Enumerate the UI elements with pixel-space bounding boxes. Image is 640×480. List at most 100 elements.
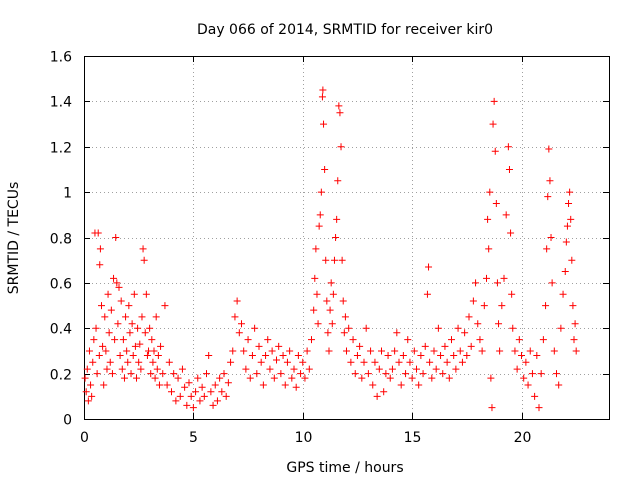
data-point [152, 313, 160, 321]
data-point [544, 193, 552, 201]
data-point [213, 397, 221, 405]
x-tick-label: 5 [189, 430, 198, 446]
data-point [356, 342, 364, 350]
data-point [404, 336, 412, 344]
data-point [443, 358, 451, 366]
data-point [524, 381, 532, 389]
data-point [335, 102, 343, 110]
data-point [240, 347, 248, 355]
data-point [419, 370, 427, 378]
data-point [111, 336, 119, 344]
data-point [480, 302, 488, 310]
data-point [382, 370, 390, 378]
data-point [299, 358, 307, 366]
data-point [406, 358, 414, 366]
data-point [483, 274, 490, 282]
data-point [336, 109, 344, 117]
data-point [147, 370, 155, 378]
data-point [96, 245, 104, 253]
data-point [432, 365, 440, 373]
data-point [456, 347, 464, 355]
data-point [87, 381, 95, 389]
data-point [110, 274, 118, 282]
data-point [507, 229, 515, 237]
data-point [508, 290, 516, 298]
data-point [122, 313, 130, 321]
data-point [496, 347, 504, 355]
data-point [137, 365, 145, 373]
data-point [358, 374, 366, 382]
data-point [185, 379, 193, 387]
data-point [308, 336, 315, 344]
x-tick-label: 15 [404, 430, 422, 446]
data-point [196, 397, 204, 405]
data-point [545, 145, 553, 153]
data-point [130, 290, 138, 298]
data-point [423, 290, 431, 298]
data-point [465, 313, 473, 321]
data-point [141, 329, 149, 337]
data-point [509, 324, 517, 332]
data-point [378, 347, 385, 355]
data-point [323, 297, 331, 305]
data-point [155, 381, 163, 389]
data-point [194, 374, 202, 382]
data-point [238, 320, 245, 328]
plot-frame [84, 56, 610, 420]
data-point [492, 199, 500, 207]
data-point [227, 358, 235, 366]
data-point [313, 290, 321, 298]
data-point [458, 358, 466, 366]
data-point [535, 404, 543, 412]
data-point [161, 302, 169, 310]
data-point [135, 358, 143, 366]
data-point [367, 347, 375, 355]
data-point [174, 374, 182, 382]
data-point [340, 329, 348, 337]
data-point [487, 374, 495, 382]
x-tick-label: 0 [80, 430, 89, 446]
data-point [82, 388, 90, 396]
data-point [172, 397, 180, 405]
data-point [283, 358, 291, 366]
data-point [353, 351, 361, 359]
y-tick-label: 0.8 [50, 232, 72, 248]
data-point [136, 340, 144, 348]
data-point [181, 383, 189, 391]
data-point [448, 336, 455, 344]
data-point [542, 302, 550, 310]
data-point [511, 347, 519, 355]
data-point [200, 392, 208, 400]
data-point [502, 211, 510, 219]
data-point [324, 329, 332, 337]
data-point [84, 397, 92, 405]
data-point [375, 365, 383, 373]
data-points [81, 86, 580, 412]
data-point [513, 365, 521, 373]
data-point [395, 358, 403, 366]
data-point [562, 238, 570, 246]
data-point [118, 365, 126, 373]
data-point [292, 383, 300, 391]
data-point [119, 336, 127, 344]
data-point [474, 320, 482, 328]
data-point [99, 342, 107, 350]
data-point [113, 279, 121, 287]
data-point [441, 342, 449, 350]
data-point [294, 351, 302, 359]
data-point [288, 374, 296, 382]
data-point [528, 370, 536, 378]
data-point [380, 388, 388, 396]
data-point [450, 351, 458, 359]
data-point [116, 351, 124, 359]
data-point [275, 342, 283, 350]
data-point [95, 351, 103, 359]
data-point [310, 306, 318, 314]
data-point [386, 374, 394, 382]
data-point [332, 234, 340, 241]
data-point [102, 347, 110, 355]
data-point [328, 320, 336, 328]
data-point [222, 392, 230, 400]
data-point [279, 351, 287, 359]
